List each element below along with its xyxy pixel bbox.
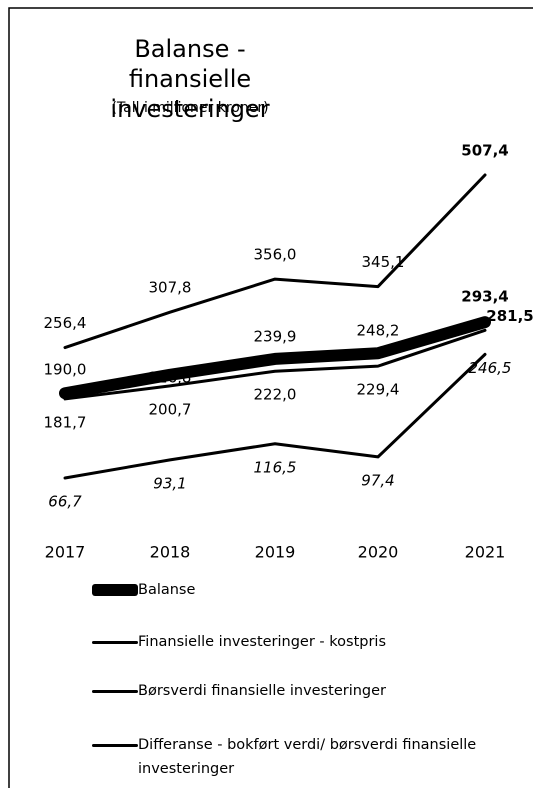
data-label: 181,7 xyxy=(44,413,87,431)
legend-item: Differanse - bokført verdi/ børsverdi fi… xyxy=(92,733,498,781)
data-label: 229,4 xyxy=(357,381,400,399)
line xyxy=(63,173,487,350)
data-label: 239,9 xyxy=(254,327,297,345)
legend-item: Børsverdi finansielle investeringer xyxy=(92,679,498,703)
legend-swatch xyxy=(92,640,138,644)
data-label: 356,0 xyxy=(254,246,297,264)
legend-label: Finansielle investeringer - kostpris xyxy=(138,634,387,650)
legend-label: Balanse xyxy=(138,582,196,598)
chart-subtitle: (Tall i millioner kroner) xyxy=(111,100,269,116)
data-label: 281,5 xyxy=(486,307,533,325)
legend-label: Differanse - bokført verdi/ børsverdi fi… xyxy=(138,737,477,777)
data-label: 66,7 xyxy=(48,493,82,511)
data-label: 293,4 xyxy=(461,288,508,306)
legend-item: Finansielle investeringer - kostpris xyxy=(92,630,498,654)
data-label: 256,4 xyxy=(44,314,87,332)
frame xyxy=(8,7,533,788)
x-tick-label: 2019 xyxy=(255,543,296,562)
line xyxy=(63,352,487,480)
data-label: 97,4 xyxy=(361,471,394,489)
data-label: 190,0 xyxy=(44,361,87,379)
data-label: 116,5 xyxy=(254,458,297,476)
data-label: 248,2 xyxy=(357,322,400,340)
x-tick-label: 2020 xyxy=(358,543,399,562)
x-tick-label: 2017 xyxy=(45,543,86,562)
chart-title: Balanse - finansielle investeringer xyxy=(110,35,270,123)
data-label: 216,8 xyxy=(149,368,192,386)
line xyxy=(63,328,487,401)
data-label: 200,7 xyxy=(149,400,192,418)
data-label: 93,1 xyxy=(153,474,186,492)
x-tick-label: 2018 xyxy=(150,543,191,562)
x-tick-label: 2021 xyxy=(465,543,506,562)
line xyxy=(59,316,491,400)
legend-item: Balanse xyxy=(92,578,498,602)
data-label: 307,8 xyxy=(149,279,192,297)
legend-swatch xyxy=(92,743,138,747)
data-label: 222,0 xyxy=(254,386,297,404)
legend-swatch xyxy=(92,584,138,596)
data-label: 345,1 xyxy=(362,253,405,271)
legend-swatch xyxy=(92,689,138,693)
data-label: 507,4 xyxy=(461,142,508,160)
legend-label: Børsverdi finansielle investeringer xyxy=(138,683,387,699)
data-label: 246,5 xyxy=(469,359,512,377)
